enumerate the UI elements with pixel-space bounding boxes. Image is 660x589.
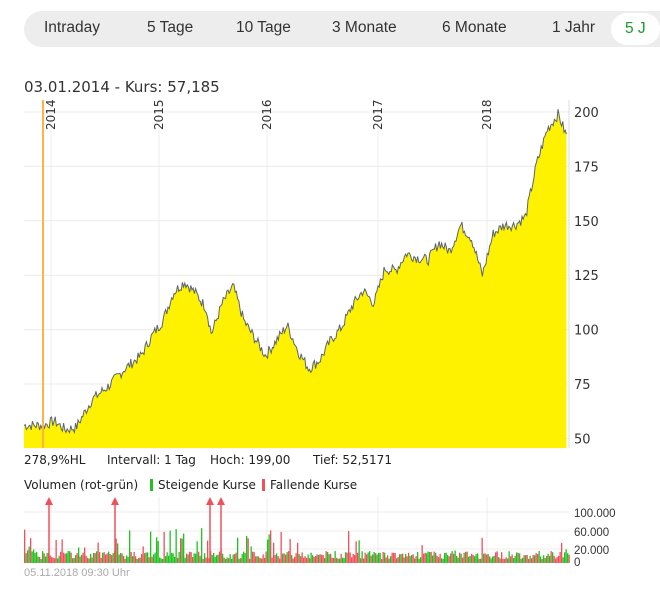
price-line — [23, 109, 567, 435]
tab-5-j[interactable]: 5 J — [611, 13, 660, 45]
overflow-arrow-icon — [217, 497, 225, 505]
cursor-headline: 03.01.2014 - Kurs: 57,185 — [24, 78, 220, 96]
y-tick-label: 50 — [574, 432, 591, 447]
tab-1-jahr[interactable]: 1 Jahr — [552, 19, 596, 36]
overflow-arrow-icon — [111, 497, 119, 505]
y-tick-label: 175 — [574, 160, 599, 175]
legend-rising: Steigende Kurse — [150, 478, 256, 492]
volume-tick-label: 0 — [574, 557, 580, 569]
volume-tick-label: 20.000 — [574, 545, 609, 557]
falling-swatch — [262, 479, 265, 491]
y-tick-label: 125 — [574, 269, 599, 284]
interval-info: Intervall: 1 Tag — [107, 453, 196, 467]
price-area — [24, 109, 567, 448]
volume-tick-label: 60.000 — [574, 527, 609, 539]
tab-3-monate[interactable]: 3 Monate — [332, 19, 397, 36]
legend-falling-label: Fallende Kurse — [270, 478, 358, 492]
y-tick-label: 100 — [574, 324, 599, 339]
tab-6-monate[interactable]: 6 Monate — [442, 19, 507, 36]
high-info: Hoch: 199,00 — [210, 453, 291, 467]
x-tick-label: 2014 — [44, 99, 58, 130]
tab-intraday[interactable]: Intraday — [44, 19, 101, 36]
tab-10-tage[interactable]: 10 Tage — [236, 19, 291, 36]
overflow-arrow-icon — [45, 497, 53, 505]
tab-5-tage[interactable]: 5 Tage — [147, 19, 194, 36]
legend-rising-label: Steigende Kurse — [158, 478, 256, 492]
x-tick-label: 2015 — [152, 99, 166, 130]
y-tick-label: 75 — [574, 378, 591, 393]
legend-falling: Fallende Kurse — [262, 478, 357, 492]
range-info: 278,9%HL — [24, 453, 86, 467]
x-tick-label: 2016 — [260, 99, 274, 130]
y-tick-label: 200 — [574, 106, 599, 121]
y-tick-label: 150 — [574, 215, 599, 230]
volume-tick-label: 100.000 — [574, 508, 616, 520]
x-tick-label: 2017 — [371, 99, 385, 130]
low-info: Tief: 52,5171 — [313, 453, 392, 467]
rising-swatch — [150, 479, 153, 491]
volume-legend-title: Volumen (rot-grün) — [24, 478, 139, 492]
overflow-arrow-icon — [206, 497, 214, 505]
x-tick-label: 2018 — [480, 99, 494, 130]
timestamp: 05.11.2018 09:30 Uhr — [24, 567, 130, 579]
timeframe-tabs — [24, 11, 660, 47]
